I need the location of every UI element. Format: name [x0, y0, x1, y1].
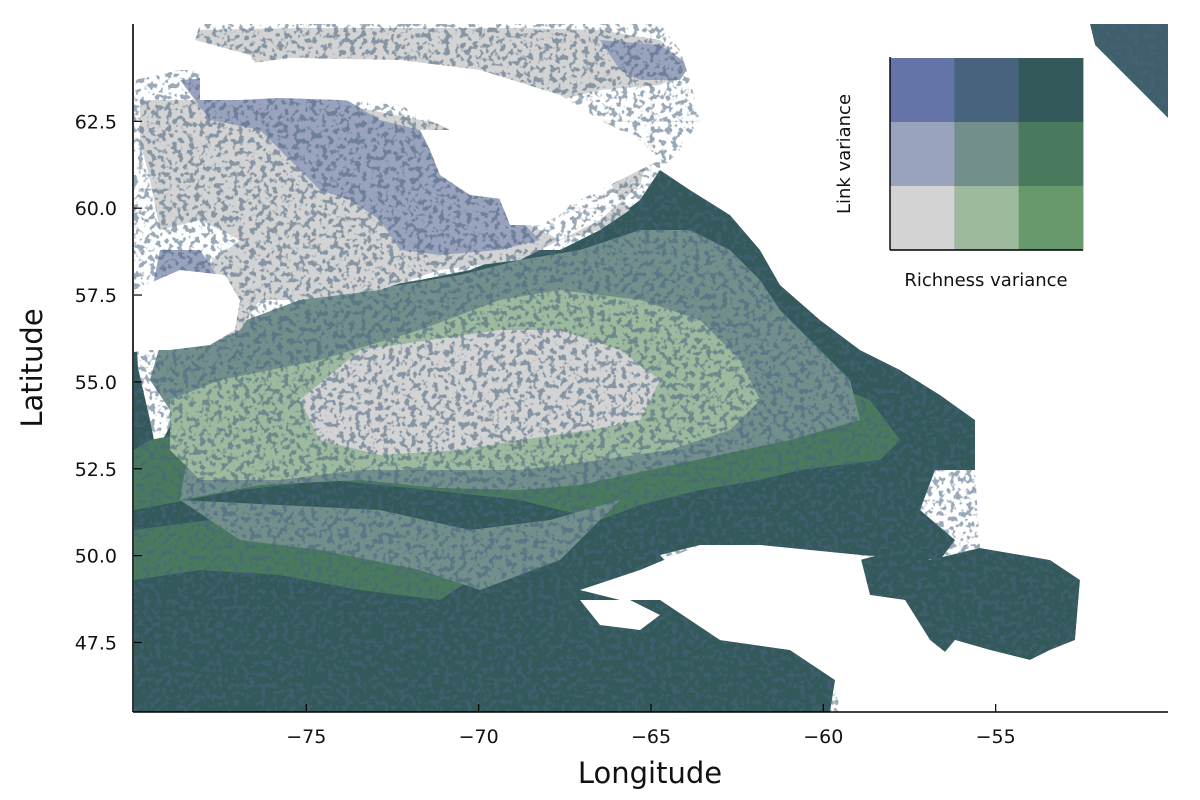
x-tick-label: −70 — [459, 726, 499, 748]
x-tick-label: −65 — [631, 726, 671, 748]
x-tick-label: −55 — [976, 726, 1016, 748]
x-tick-label: −60 — [803, 726, 843, 748]
y-tick-label: 57.5 — [75, 285, 117, 307]
y-tick-label: 47.5 — [75, 633, 117, 655]
y-tick-label: 60.0 — [75, 198, 117, 220]
legend-cell — [890, 186, 955, 251]
x-tick-label: −75 — [286, 726, 326, 748]
legend-cell — [954, 58, 1019, 123]
y-tick-label: 52.5 — [75, 459, 117, 481]
legend-cell — [954, 122, 1019, 187]
legend-cell — [1019, 122, 1084, 187]
y-axis-label: Latitude — [15, 308, 49, 427]
legend-x-label: Richness variance — [904, 270, 1067, 291]
legend-cell — [1019, 58, 1084, 123]
y-tick-label: 55.0 — [75, 372, 117, 394]
legend-y-label: Link variance — [834, 94, 855, 214]
legend-cell — [890, 122, 955, 187]
y-tick-label: 50.0 — [75, 546, 117, 568]
y-ticks: 47.5 50.0 52.5 55.0 57.5 60.0 62.5 — [75, 111, 142, 654]
legend-cell — [1019, 186, 1084, 251]
y-tick-label: 62.5 — [75, 111, 117, 133]
legend-cell — [890, 58, 955, 123]
legend-grid — [890, 58, 1083, 251]
x-axis-label: Longitude — [578, 756, 722, 790]
legend-cell — [954, 186, 1019, 251]
